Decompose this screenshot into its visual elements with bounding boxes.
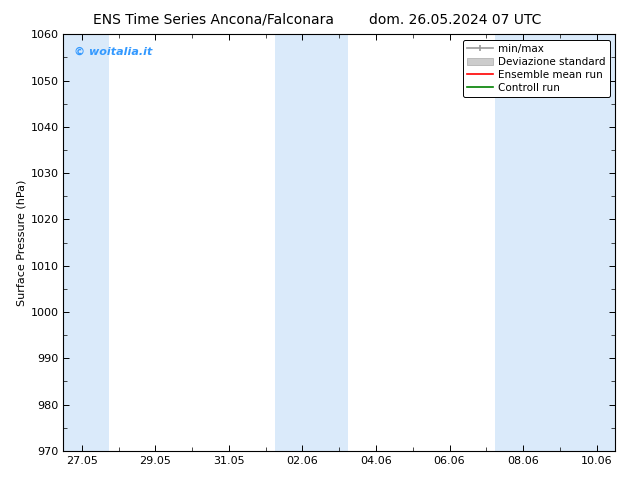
Bar <box>496 34 615 451</box>
Text: © woitalia.it: © woitalia.it <box>74 47 153 57</box>
Bar <box>275 34 349 451</box>
Bar <box>63 34 110 451</box>
Y-axis label: Surface Pressure (hPa): Surface Pressure (hPa) <box>16 179 26 306</box>
Legend: min/max, Deviazione standard, Ensemble mean run, Controll run: min/max, Deviazione standard, Ensemble m… <box>463 40 610 97</box>
Text: ENS Time Series Ancona/Falconara        dom. 26.05.2024 07 UTC: ENS Time Series Ancona/Falconara dom. 26… <box>93 12 541 26</box>
